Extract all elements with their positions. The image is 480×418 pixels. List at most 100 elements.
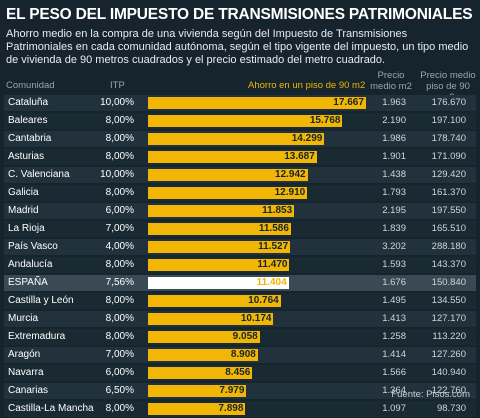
source-note: Fuente: Pisos.com: [391, 389, 470, 400]
table-row: C. Valenciana 10,00% 12.942 1.438 129.420: [0, 166, 480, 184]
table-row: Canarias 6,50% 7.979 1.364 122.760: [0, 382, 480, 400]
bar-value-label: 11.853: [262, 205, 293, 216]
bar-mark: [148, 187, 308, 199]
bar-value-label: 11.470: [257, 259, 288, 270]
bar-value-label: 12.910: [274, 187, 306, 198]
row-comunidad: C. Valenciana: [8, 169, 70, 180]
row-precio-m2: 1.097: [382, 403, 406, 414]
chart-subtitle: Ahorro medio en la compra de una viviend…: [6, 28, 469, 66]
row-itp: 8,00%: [105, 115, 134, 126]
row-precio-m2: 1.986: [382, 133, 406, 144]
table-row: Extremadura 8,00% 9.058 1.258 113.220: [0, 328, 480, 346]
bar-mark: [148, 259, 290, 271]
bar-mark: [148, 277, 289, 289]
row-itp: 8,00%: [105, 151, 134, 162]
bar-value-label: 8.908: [230, 349, 256, 360]
bar-mark: [148, 205, 295, 217]
bar-mark: [148, 295, 281, 307]
header-itp: ITP: [110, 80, 125, 91]
bar-value-label: 10.764: [248, 295, 279, 306]
row-precio-m2: 1.839: [382, 223, 406, 234]
bar-value-label: 15.768: [309, 115, 341, 126]
row-precio-m2: 1.566: [382, 367, 406, 378]
row-comunidad: La Rioja: [8, 223, 45, 234]
header-precio-line2: medio m2: [370, 81, 412, 92]
row-itp: 7,00%: [105, 349, 134, 360]
bar-value-label: 12.942: [275, 169, 306, 180]
row-precio-piso: 161.370: [431, 187, 466, 198]
row-precio-piso: 122.760: [431, 385, 466, 396]
row-itp: 7,56%: [105, 277, 134, 288]
bar-mark: [148, 223, 291, 235]
bar-value-label: 11.586: [258, 223, 289, 234]
bar-mark: [148, 349, 258, 361]
row-itp: 8,00%: [105, 187, 134, 198]
row-precio-piso: 197.100: [431, 115, 466, 126]
table-row: Baleares 8,00% 15.768 2.190 197.100: [0, 112, 480, 130]
table-row: País Vasco 4,00% 11.527 3.202 288.180: [0, 238, 480, 256]
row-precio-m2: 1.963: [382, 97, 406, 108]
row-precio-piso: 150.840: [431, 277, 466, 288]
table-row: Galicia 8,00% 12.910 1.793 161.370: [0, 184, 480, 202]
row-comunidad: Andalucía: [8, 259, 53, 270]
row-precio-m2: 1.414: [382, 349, 406, 360]
row-comunidad: Baleares: [8, 115, 48, 126]
bar-mark: [148, 151, 317, 163]
row-comunidad: Madrid: [8, 205, 39, 216]
bar-mark: [148, 331, 260, 343]
bar-value-label: 17.667: [333, 97, 364, 108]
row-precio-piso: 134.550: [431, 295, 466, 306]
row-precio-piso: 140.940: [431, 367, 466, 378]
bar-value-label: 13.687: [284, 151, 315, 162]
table-row: Cantabria 8,00% 14.299 1.986 178.740: [0, 130, 480, 148]
row-itp: 8,00%: [105, 133, 134, 144]
row-precio-m2: 1.901: [382, 151, 406, 162]
row-itp: 8,00%: [105, 295, 134, 306]
table-row: ESPAÑA 7,56% 11.404 1.676 150.840: [0, 274, 480, 292]
row-itp: 8,00%: [105, 403, 134, 414]
bar-value-label: 8.456: [225, 367, 251, 378]
row-itp: 8,00%: [105, 259, 134, 270]
row-precio-piso: 197.550: [431, 205, 466, 216]
row-comunidad: Asturias: [8, 151, 45, 162]
row-precio-m2: 1.413: [382, 313, 406, 324]
row-precio-piso: 98.730: [436, 403, 466, 414]
row-precio-m2: 1.793: [382, 187, 406, 198]
row-itp: 8,00%: [105, 331, 134, 342]
row-precio-m2: 2.195: [382, 205, 406, 216]
row-precio-piso: 171.090: [431, 151, 466, 162]
row-itp: 8,00%: [105, 313, 134, 324]
bar-mark: [148, 241, 291, 253]
row-precio-m2: 1.364: [382, 385, 406, 396]
table-row: Navarra 6,00% 8.456 1.566 140.940: [0, 364, 480, 382]
row-comunidad: Navarra: [8, 367, 44, 378]
row-precio-m2: 1.258: [382, 331, 406, 342]
table-row: Cataluña 10,00% 17.667 1.963 176.670: [0, 94, 480, 112]
header-precio-m2: Precio medio m2: [370, 70, 412, 92]
bar-mark: [148, 385, 247, 397]
bar-mark: [148, 97, 366, 109]
row-itp: 10,00%: [100, 97, 134, 108]
bar-value-label: 11.404: [256, 277, 287, 288]
chart-title: EL PESO DEL IMPUESTO DE TRANSMISIONES PA…: [6, 6, 473, 23]
bar-mark: [148, 367, 253, 379]
bar-mark: [148, 115, 343, 127]
table-row: Andalucía 8,00% 11.470 1.593 143.370: [0, 256, 480, 274]
row-precio-piso: 178.740: [431, 133, 466, 144]
row-precio-m2: 1.438: [382, 169, 406, 180]
row-precio-piso: 143.370: [431, 259, 466, 270]
row-precio-piso: 127.170: [431, 313, 466, 324]
row-comunidad: Aragón: [8, 349, 41, 360]
row-comunidad: Murcia: [8, 313, 39, 324]
row-itp: 6,50%: [105, 385, 134, 396]
row-precio-piso: 176.670: [431, 97, 466, 108]
header-precio-line1: Precio: [377, 70, 405, 81]
table-row: Castilla-La Mancha 8,00% 7.898 1.097 98.730: [0, 400, 480, 418]
row-precio-m2: 1.495: [382, 295, 406, 306]
table-row: Castilla y León 8,00% 10.764 1.495 134.550: [0, 292, 480, 310]
bar-mark: [148, 133, 325, 145]
row-comunidad: Extremadura: [8, 331, 66, 342]
header-comunidad: Comunidad: [6, 80, 55, 91]
bar-value-label: 14.299: [291, 133, 323, 144]
header-ahorro: Ahorro en un piso de 90 m2: [248, 80, 366, 91]
